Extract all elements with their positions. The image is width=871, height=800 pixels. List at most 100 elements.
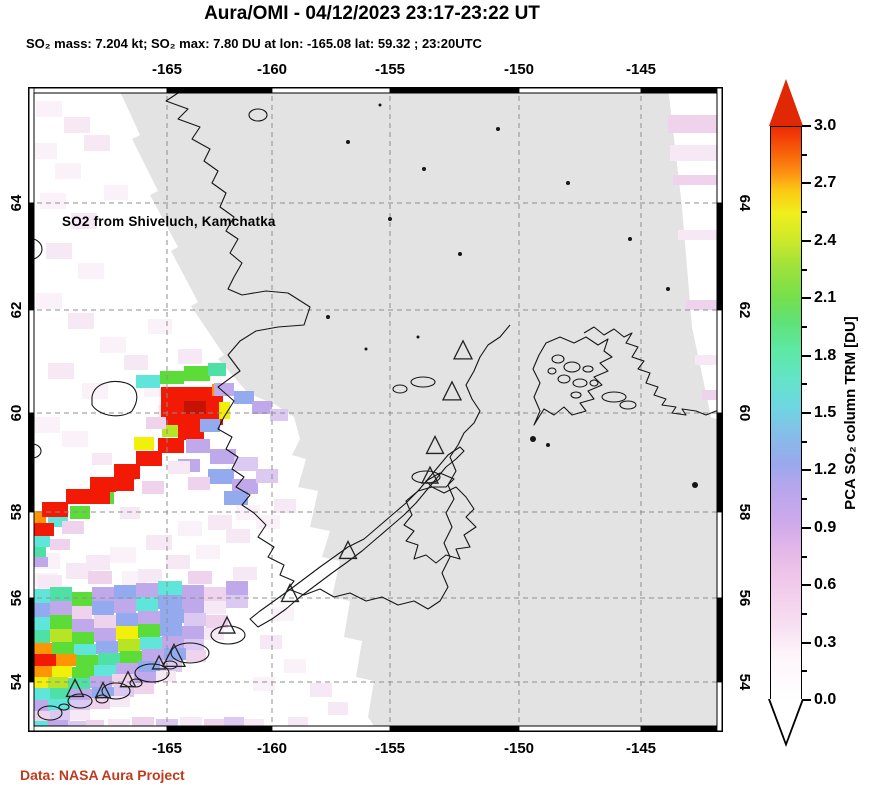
- so2-data-cell: [96, 641, 118, 654]
- so2-data-cell: [184, 613, 206, 626]
- so2-data-cell: [178, 425, 204, 440]
- so2-data-cell: [34, 417, 60, 433]
- volcano-triangle: [441, 380, 463, 401]
- so2-data-cell: [74, 644, 96, 656]
- so2-data-cell: [166, 555, 190, 569]
- coastline: [532, 336, 613, 426]
- colorbar-axis-title: PCA SO₂ column TRM [DU]: [842, 316, 859, 510]
- so2-data-cell: [50, 688, 70, 700]
- coastline: [583, 326, 724, 416]
- so2-data-cell: [72, 619, 94, 632]
- so2-data-cell: [200, 419, 220, 432]
- island-outline: [619, 400, 637, 410]
- map-speck: [364, 347, 368, 351]
- island-outline: [134, 663, 170, 683]
- so2-data-cell: [50, 710, 70, 721]
- so2-data-cell: [673, 175, 723, 185]
- so2-data-cell: [86, 555, 110, 570]
- so2-data-cell: [116, 613, 138, 627]
- so2-data-cell: [52, 666, 72, 677]
- so2-data-cell: [208, 363, 226, 376]
- so2-data-cell: [28, 547, 46, 557]
- colorbar-tick-label: 1.8: [814, 346, 837, 364]
- lat-tick-label: 54: [736, 673, 753, 691]
- so2-data-cell: [134, 437, 154, 450]
- so2-data-cell: [72, 667, 94, 679]
- colorbar-minor-tick: [802, 268, 807, 271]
- island-outline: [248, 108, 268, 122]
- plot-subtitle: SO₂ mass: 7.204 kt; SO₂ max: 7.80 DU at …: [26, 36, 482, 51]
- so2-data-cell: [31, 143, 57, 159]
- so2-data-cell: [260, 635, 282, 649]
- lat-tick-label: 64: [8, 194, 25, 212]
- so2-data-cell: [136, 597, 158, 611]
- lat-tick-label: 58: [736, 503, 753, 521]
- lon-tick-label: -145: [625, 61, 657, 78]
- so2-data-cell: [695, 355, 723, 365]
- so2-data-cell: [50, 615, 72, 629]
- so2-data-cell: [114, 585, 136, 599]
- so2-data-cell: [120, 507, 140, 519]
- so2-data-cell: [114, 599, 136, 613]
- lat-tick-label: 60: [736, 404, 753, 422]
- volcano-triangle: [151, 654, 167, 670]
- so2-data-cell: [76, 655, 98, 667]
- so2-data-cell: [686, 300, 723, 310]
- so2-data-cell: [100, 337, 126, 353]
- so2-data-cell: [226, 529, 250, 543]
- colorbar-minor-tick: [802, 498, 807, 501]
- so2-data-cell: [253, 677, 275, 691]
- so2-data-cell: [66, 563, 92, 579]
- so2-data-cell: [136, 583, 158, 597]
- colorbar-minor-tick: [802, 555, 807, 558]
- so2-data-cell: [272, 607, 294, 621]
- frame-outer: [28, 87, 723, 732]
- map-speck: [692, 482, 698, 488]
- frame-inner: [33, 92, 718, 727]
- so2-data-cell: [158, 438, 184, 453]
- so2-data-cell: [284, 659, 306, 673]
- so2-data-cell: [148, 319, 172, 334]
- so2-data-cell: [114, 464, 140, 479]
- so2-data-cell: [42, 502, 68, 517]
- so2-data-cell: [48, 363, 74, 379]
- so2-data-cell: [134, 683, 154, 694]
- colorbar-tick-label: 2.4: [814, 231, 837, 249]
- lat-tick-label: 56: [736, 589, 753, 607]
- so2-data-cell: [204, 587, 226, 601]
- so2-data-cell: [178, 521, 202, 536]
- so2-data-cell: [140, 637, 162, 650]
- lon-tick-label: -155: [374, 740, 406, 757]
- so2-data-cell: [46, 243, 72, 259]
- so2-data-cell: [110, 696, 130, 707]
- map-speck: [496, 127, 500, 131]
- lon-tick-label: -160: [256, 740, 288, 757]
- island-outline: [67, 693, 93, 709]
- so2-data-cell: [186, 439, 210, 453]
- colorbar-minor-tick: [802, 612, 807, 615]
- lat-tick-label: 54: [8, 673, 25, 691]
- colorbar-under-range-arrow: [770, 699, 802, 742]
- so2-data-cell: [94, 615, 116, 628]
- colorbar-major-tick: [802, 354, 811, 357]
- so2-data-cell: [71, 213, 97, 229]
- so2-data-cell: [138, 569, 162, 582]
- so2-data-cell: [146, 417, 166, 429]
- no-data-region: [118, 87, 723, 732]
- island-outline: [392, 384, 408, 394]
- colorbar-major-tick: [802, 412, 811, 414]
- colorbar-major-tick: [802, 297, 811, 300]
- island-outline: [563, 361, 581, 373]
- so2-data-cell: [118, 639, 140, 652]
- so2-data-cell: [40, 193, 66, 209]
- so2-data-cell: [186, 650, 206, 662]
- so2-data-cell: [224, 491, 248, 505]
- so2-data-cell: [160, 609, 184, 623]
- island-outline: [570, 391, 582, 399]
- so2-data-cell: [138, 624, 160, 638]
- so2-data-cell: [138, 611, 160, 625]
- coastline: [403, 486, 477, 564]
- so2-data-cell: [156, 671, 176, 682]
- so2-data-cell: [28, 654, 56, 666]
- so2-data-cell: [158, 581, 182, 595]
